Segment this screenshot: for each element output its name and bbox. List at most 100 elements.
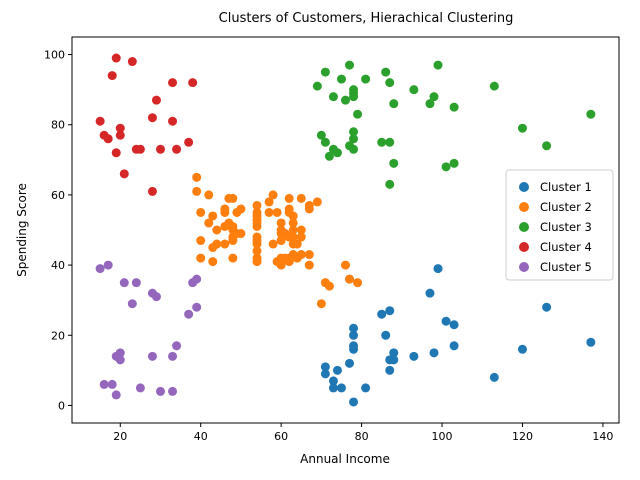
cluster-2-point xyxy=(212,239,222,249)
cluster-2-point xyxy=(196,236,206,246)
cluster-1-point xyxy=(320,362,330,372)
cluster-4-point xyxy=(147,113,157,123)
cluster-2-point xyxy=(204,190,214,200)
data-points xyxy=(95,53,596,407)
legend: Cluster 1 Cluster 2 Cluster 3 Cluster 4 Clus… xyxy=(505,169,614,281)
cluster-3-point xyxy=(349,144,359,154)
cluster-3-point xyxy=(349,88,359,98)
legend-label-cluster-5: Cluster 5 xyxy=(540,260,592,274)
cluster-3-point xyxy=(345,60,355,70)
cluster-1-point xyxy=(389,355,399,365)
legend-label-cluster-4: Cluster 4 xyxy=(540,240,592,254)
cluster-4-point xyxy=(127,57,137,67)
cluster-3-point xyxy=(433,60,443,70)
cluster-4-point xyxy=(103,134,113,144)
cluster-5-point xyxy=(192,302,202,312)
cluster-2-point xyxy=(252,207,262,217)
cluster-3-point xyxy=(429,92,439,102)
legend-label-cluster-2: Cluster 2 xyxy=(540,200,592,214)
cluster-5-point xyxy=(155,386,165,396)
cluster-2-point xyxy=(228,236,238,246)
cluster-2-point xyxy=(252,221,262,231)
x-tick-label: 40 xyxy=(194,430,208,443)
cluster-1-point xyxy=(449,320,459,330)
cluster-4-point xyxy=(168,116,178,126)
cluster-3-point xyxy=(449,102,459,112)
cluster-2-point xyxy=(296,193,306,203)
cluster-2-point xyxy=(264,207,274,217)
cluster-3-point xyxy=(586,109,596,119)
cluster-1-point xyxy=(409,351,419,361)
x-tick-label: 100 xyxy=(432,430,453,443)
cluster-3-point xyxy=(385,179,395,189)
y-tick-label: 100 xyxy=(44,49,65,62)
cluster-1-point xyxy=(361,383,371,393)
cluster-1-point xyxy=(349,330,359,340)
cluster-2-point xyxy=(228,193,238,203)
cluster-3-point xyxy=(377,137,387,147)
cluster-4-point xyxy=(172,144,182,154)
cluster-5-point xyxy=(111,390,121,400)
x-tick-label: 20 xyxy=(113,430,127,443)
cluster-2-point xyxy=(284,204,294,214)
cluster-1-point xyxy=(381,330,391,340)
cluster-2-point xyxy=(192,186,202,196)
x-axis-ticks: 20 40 60 80 100 120 140 xyxy=(113,423,613,443)
cluster-3-point xyxy=(542,141,552,151)
cluster-1-point xyxy=(385,306,395,316)
cluster-5-point xyxy=(115,355,125,365)
cluster-5-point xyxy=(151,292,161,302)
legend-label-cluster-3: Cluster 3 xyxy=(540,220,592,234)
cluster-2-point xyxy=(236,229,246,239)
cluster-2-point xyxy=(288,218,298,228)
cluster-2-point xyxy=(276,218,286,228)
cluster-3-point xyxy=(389,99,399,109)
cluster-4-point xyxy=(155,144,165,154)
cluster-4-point xyxy=(115,123,125,133)
legend-marker-cluster-2 xyxy=(519,202,529,212)
cluster-2-point xyxy=(345,274,355,284)
legend-label-cluster-1: Cluster 1 xyxy=(540,180,592,194)
cluster-3-point xyxy=(316,130,326,140)
cluster-5-point xyxy=(147,351,157,361)
cluster-4-point xyxy=(184,137,194,147)
x-tick-label: 140 xyxy=(592,430,613,443)
cluster-1-point xyxy=(328,383,338,393)
cluster-5-point xyxy=(95,264,105,274)
cluster-1-point xyxy=(385,365,395,375)
cluster-1-point xyxy=(517,344,527,354)
cluster-5-point xyxy=(172,341,182,351)
y-tick-label: 80 xyxy=(51,119,65,132)
legend-marker-cluster-4 xyxy=(519,242,529,252)
cluster-1-point xyxy=(489,372,499,382)
cluster-3-point xyxy=(489,81,499,91)
cluster-1-point xyxy=(345,358,355,368)
cluster-5-point xyxy=(127,299,137,309)
cluster-2-point xyxy=(208,211,218,221)
cluster-4-point xyxy=(95,116,105,126)
cluster-2-point xyxy=(192,172,202,182)
cluster-5-point xyxy=(131,278,141,288)
cluster-3-point xyxy=(385,137,395,147)
cluster-1-point xyxy=(429,348,439,358)
cluster-4-point xyxy=(119,169,129,179)
cluster-1-point xyxy=(332,365,342,375)
cluster-2-point xyxy=(252,239,262,249)
legend-marker-cluster-3 xyxy=(519,222,529,232)
legend-marker-cluster-1 xyxy=(519,182,529,192)
cluster-5-point xyxy=(119,278,129,288)
cluster-2-point xyxy=(304,204,314,214)
x-tick-label: 60 xyxy=(274,430,288,443)
y-axis-ticks: 0 20 40 60 80 100 xyxy=(44,49,72,412)
cluster-2-point xyxy=(312,197,322,207)
cluster-5-point xyxy=(168,386,178,396)
cluster-5-point xyxy=(192,274,202,284)
cluster-3-point xyxy=(449,158,459,168)
cluster-2-point xyxy=(264,197,274,207)
cluster-2-point xyxy=(196,207,206,217)
cluster-1-point xyxy=(349,323,359,333)
cluster-2-point xyxy=(324,281,334,291)
cluster-2-point xyxy=(288,232,298,242)
cluster-2-point xyxy=(304,260,314,270)
